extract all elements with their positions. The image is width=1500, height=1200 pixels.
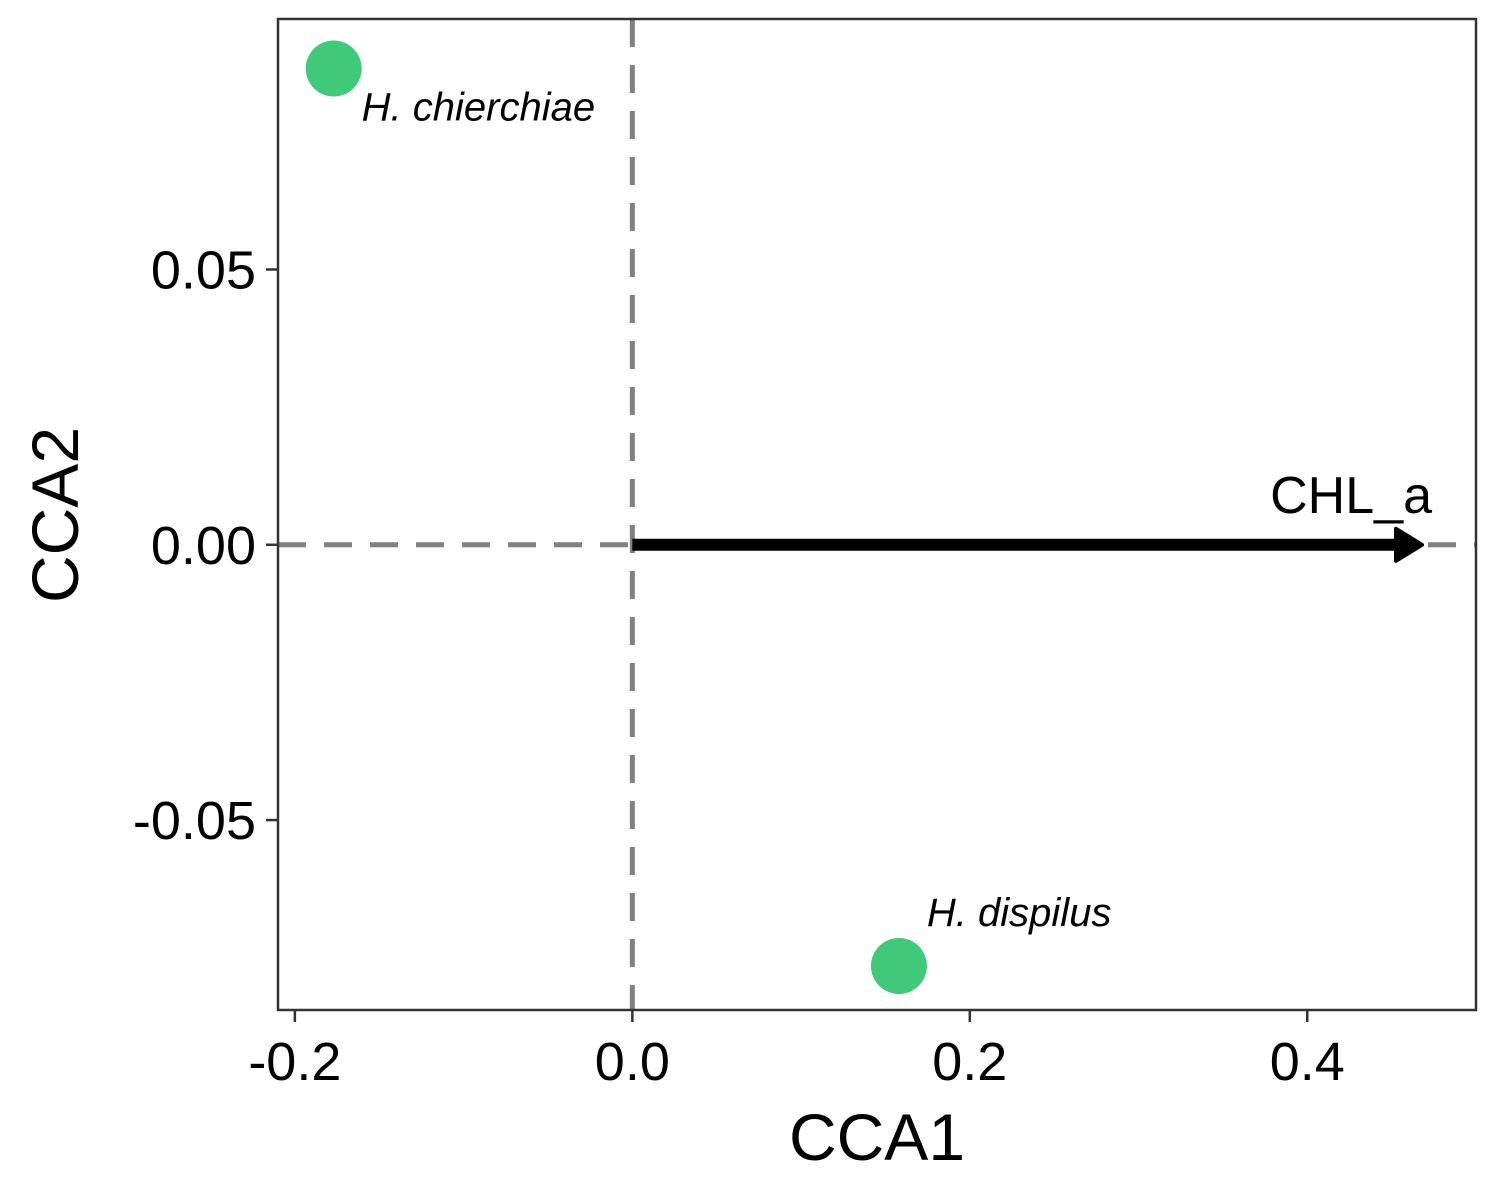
y-axis-title: CCA2 — [18, 427, 92, 603]
species-point — [870, 937, 927, 994]
vector-label: CHL_a — [1270, 467, 1432, 525]
vector-arrowhead — [1394, 526, 1425, 563]
x-axis-title: CCA1 — [789, 1100, 965, 1174]
plot-border — [276, 17, 1478, 1012]
y-tick-label: -0.05 — [133, 791, 256, 851]
x-tick-label: -0.2 — [248, 1032, 341, 1092]
x-axis: -0.2 0.0 0.2 0.4 — [248, 1010, 1345, 1092]
x-tick-label: 0.0 — [595, 1032, 670, 1092]
plot-background — [278, 19, 1476, 1010]
species-label: H. dispilus — [927, 891, 1112, 935]
x-tick-label: 0.2 — [932, 1032, 1007, 1092]
y-tick-label: 0.00 — [151, 516, 256, 576]
vectors-layer: CHL_a — [632, 467, 1432, 563]
species-point — [305, 40, 362, 97]
y-axis: -0.05 0.00 0.05 — [133, 241, 278, 851]
y-tick-label: 0.05 — [151, 241, 256, 301]
x-tick-label: 0.4 — [1270, 1032, 1345, 1092]
points-layer: H. chierchiae H. dispilus — [305, 40, 1112, 994]
species-label: H. chierchiae — [362, 86, 595, 130]
